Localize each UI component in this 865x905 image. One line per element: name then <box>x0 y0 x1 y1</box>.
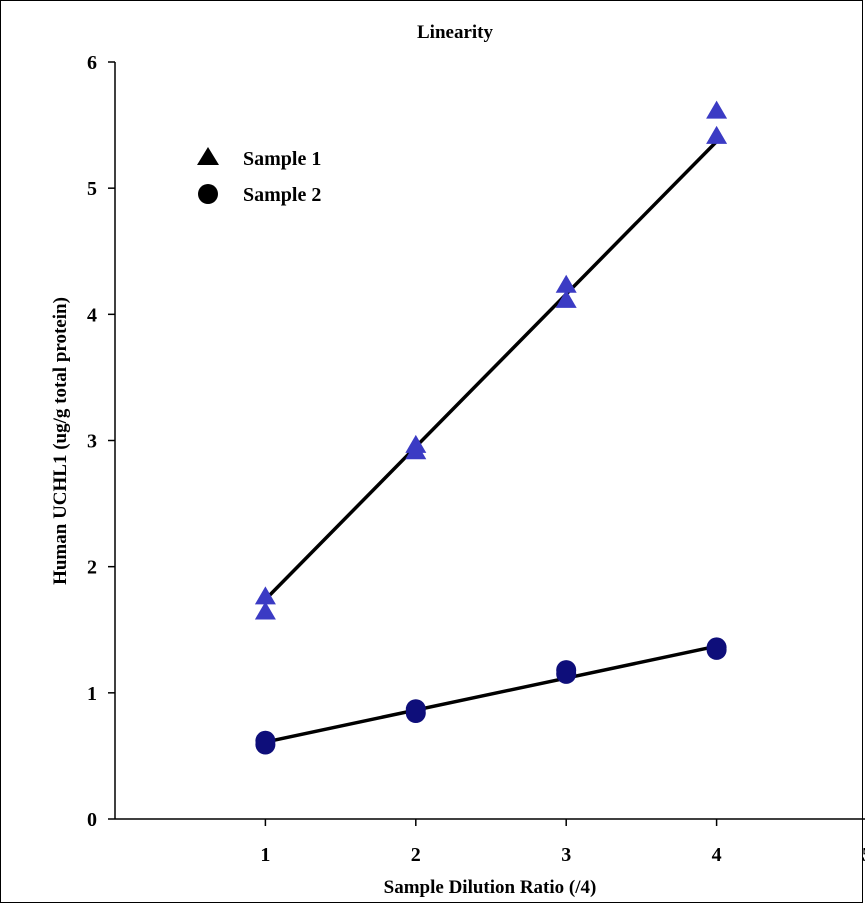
x-tick-label: 3 <box>561 844 571 866</box>
legend-circle-icon <box>198 184 218 204</box>
triangle-point <box>706 100 728 119</box>
ticks: 0 1 2 3 4 5 6 1 2 3 4 5 <box>87 52 865 866</box>
triangle-point <box>555 289 577 308</box>
legend-label: Sample 2 <box>243 184 321 206</box>
x-tick-label: 2 <box>411 844 421 866</box>
circle-point <box>556 663 577 684</box>
y-tick-label: 6 <box>87 52 97 74</box>
circle-point <box>706 639 727 660</box>
y-tick-label: 3 <box>87 431 97 453</box>
x-tick-label: 1 <box>260 844 270 866</box>
circle-point <box>405 703 426 724</box>
y-tick-label: 2 <box>87 557 97 579</box>
legend-triangle-icon <box>197 147 219 165</box>
triangle-point <box>555 274 577 293</box>
triangle-point <box>254 586 276 605</box>
y-tick-label: 4 <box>87 304 97 326</box>
x-tick-label: 5 <box>862 844 865 866</box>
fit-line-1 <box>264 140 718 601</box>
triangle-point <box>706 125 728 144</box>
y-tick-label: 5 <box>87 178 97 200</box>
data-points <box>254 100 728 755</box>
triangle-point <box>405 441 427 460</box>
y-tick-label: 0 <box>87 809 97 831</box>
legend-label: Sample 1 <box>243 148 321 170</box>
fit-line-2 <box>265 644 717 744</box>
circle-point <box>255 734 276 755</box>
legend: Sample 1 Sample 2 <box>197 147 321 206</box>
chart-title: Linearity <box>417 22 493 43</box>
axes <box>114 62 865 820</box>
y-tick-label: 1 <box>87 683 97 705</box>
triangle-point <box>254 601 276 620</box>
x-tick-label: 4 <box>712 844 722 866</box>
fit-lines <box>264 140 718 744</box>
y-axis-label: Human UCHL1 (ug/g total protein) <box>50 297 71 585</box>
x-axis-label: Sample Dilution Ratio (/4) <box>384 877 597 898</box>
